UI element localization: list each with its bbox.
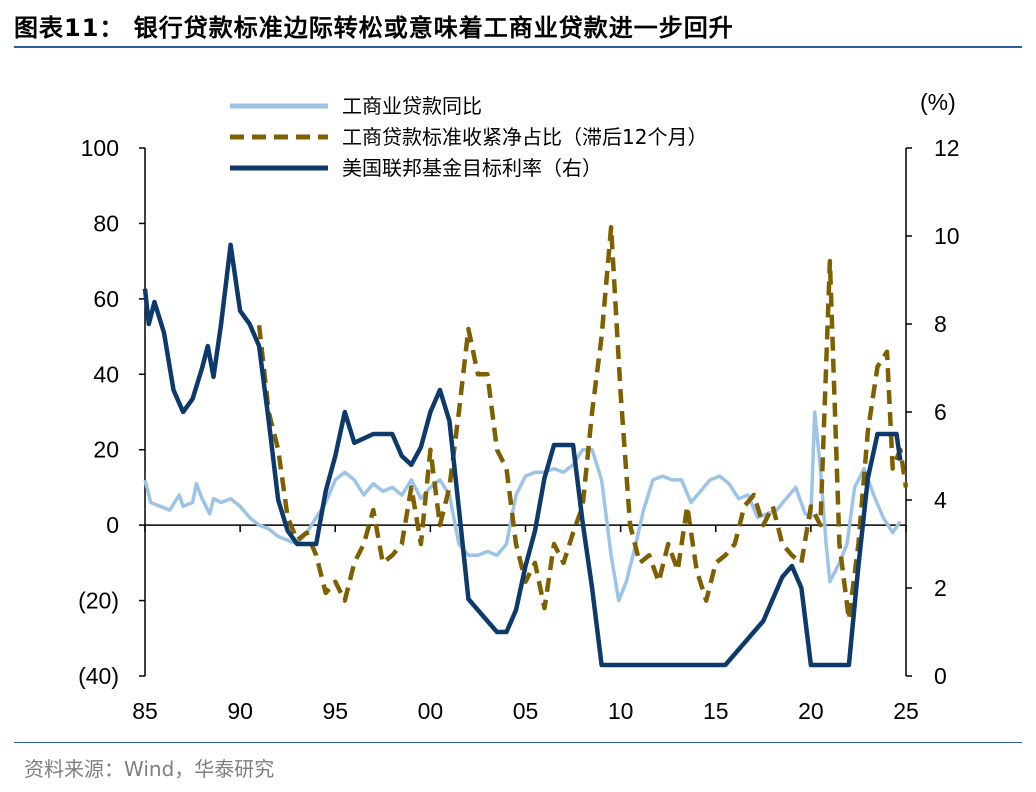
left-tick-label: 40 [93, 361, 119, 387]
source-rule [14, 742, 1022, 743]
chart-title: 图表11： 银行贷款标准边际转松或意味着工商业贷款进一步回升 [14, 14, 734, 42]
x-tick-label: 00 [418, 698, 444, 724]
x-tick-label: 05 [513, 698, 539, 724]
right-tick-label: 8 [934, 311, 947, 337]
series-line-2 [256, 224, 909, 622]
x-tick-label: 15 [703, 698, 729, 724]
legend-label-1: 工商业贷款同比 [342, 94, 482, 118]
x-tick-label: 25 [893, 698, 919, 724]
legend-label-3: 美国联邦基金目标利率（右） [342, 156, 602, 180]
right-tick-label: 2 [934, 575, 947, 601]
x-tick-label: 10 [608, 698, 634, 724]
x-tick-label: 85 [132, 698, 158, 724]
left-tick-label: 80 [93, 210, 119, 236]
x-tick-label: 20 [798, 698, 824, 724]
left-tick-label: (20) [78, 588, 119, 614]
series-line-3 [142, 242, 903, 668]
x-tick-label: 95 [322, 698, 348, 724]
left-tick-label: (40) [78, 663, 119, 689]
title-rule [14, 46, 1022, 48]
series-line-1 [143, 410, 902, 603]
left-tick-label: 100 [81, 135, 119, 161]
left-tick-label: 60 [93, 286, 119, 312]
source-note: 资料来源：Wind，华泰研究 [24, 757, 275, 781]
left-tick-label: 0 [106, 512, 119, 538]
right-axis-unit: (%) [920, 89, 956, 115]
right-tick-label: 4 [934, 487, 947, 513]
x-tick-label: 90 [227, 698, 253, 724]
right-tick-label: 12 [934, 135, 960, 161]
left-tick-label: 20 [93, 437, 119, 463]
right-tick-label: 0 [934, 663, 947, 689]
right-tick-label: 10 [934, 223, 960, 249]
right-tick-label: 6 [934, 399, 947, 425]
legend-label-2: 工商贷款标准收紧净占比（滞后12个月） [342, 125, 707, 149]
